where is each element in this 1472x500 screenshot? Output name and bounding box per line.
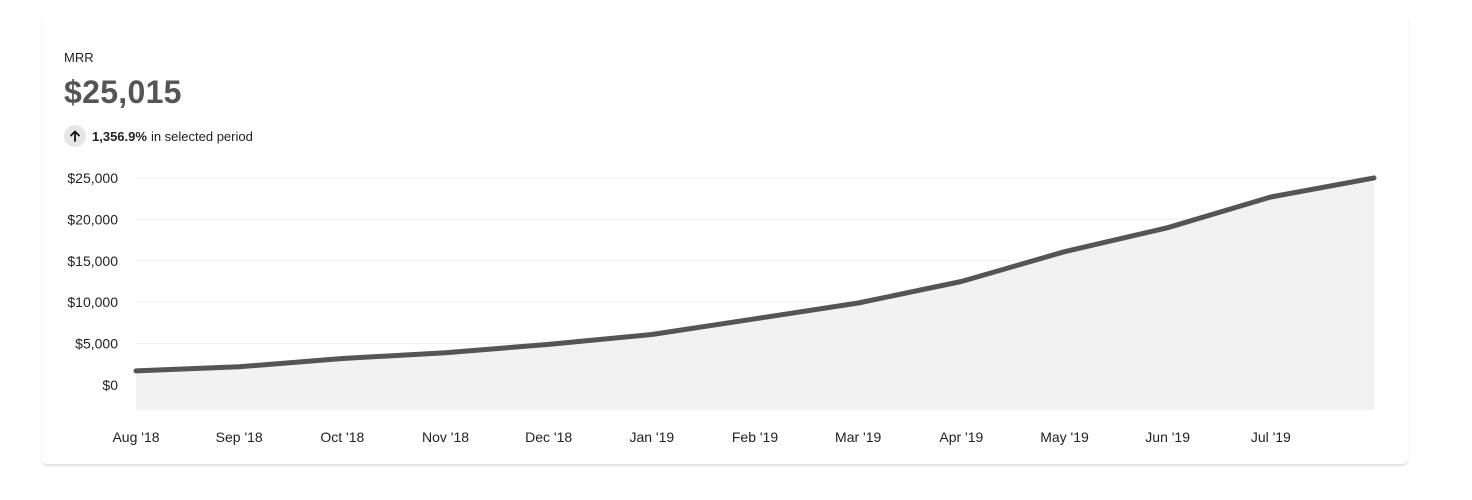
x-tick-label: Oct '18 — [320, 429, 364, 445]
change-percentage: 1,356.9% — [92, 128, 147, 144]
arrow-up-icon — [64, 125, 86, 147]
x-tick-label: Jan '19 — [629, 429, 674, 445]
change-summary: 1,356.9% in selected period — [64, 125, 253, 147]
x-tick-label: Nov '18 — [422, 429, 469, 445]
x-tick-label: Jul '19 — [1251, 429, 1291, 445]
y-tick-label: $20,000 — [67, 211, 118, 227]
y-tick-label: $0 — [102, 377, 118, 393]
x-tick-label: Dec '18 — [525, 429, 572, 445]
x-tick-label: May '19 — [1040, 429, 1089, 445]
metric-label: MRR — [64, 50, 94, 65]
x-tick-label: Feb '19 — [732, 429, 778, 445]
y-tick-label: $25,000 — [67, 170, 118, 186]
x-axis-ticks: Aug '18 Sep '18 Oct '18 Nov '18 Dec '18 Jan '… — [112, 429, 1291, 445]
x-tick-label: Apr '19 — [939, 429, 983, 445]
metric-value: $25,015 — [64, 74, 182, 110]
x-tick-label: Aug '18 — [112, 429, 159, 445]
change-description: in selected period — [150, 128, 253, 144]
area-fill — [136, 177, 1374, 410]
x-tick-label: Mar '19 — [835, 429, 881, 445]
x-tick-label: Sep '18 — [216, 429, 263, 445]
y-axis-ticks: $0 $5,000 $10,000 $15,000 $20,000 $25,000 — [67, 170, 118, 393]
y-tick-label: $10,000 — [67, 294, 118, 310]
series-line — [133, 175, 1377, 374]
x-tick-label: Jun '19 — [1145, 429, 1190, 445]
y-tick-label: $15,000 — [67, 253, 118, 269]
y-tick-label: $5,000 — [75, 336, 118, 352]
